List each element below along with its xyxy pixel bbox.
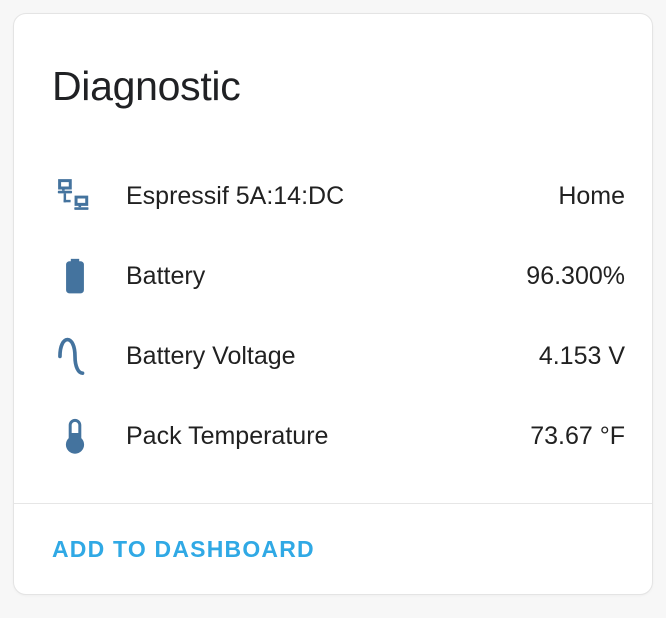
diagnostic-card: Diagnostic Espressif 5A:14:DC Home — [13, 13, 653, 595]
diagnostic-row-list: Espressif 5A:14:DC Home Battery 96.300% … — [14, 156, 652, 476]
list-item[interactable]: Espressif 5A:14:DC Home — [14, 156, 652, 236]
card-actions: ADD TO DASHBOARD — [14, 504, 652, 594]
list-item-label: Espressif 5A:14:DC — [126, 181, 345, 210]
list-item-value: 4.153 V — [538, 341, 625, 370]
list-item-label: Battery Voltage — [126, 341, 296, 370]
list-item-label: Pack Temperature — [126, 421, 329, 450]
list-item[interactable]: Battery 96.300% — [14, 236, 652, 316]
list-item[interactable]: Pack Temperature 73.67 °F — [14, 396, 652, 476]
list-item[interactable]: Battery Voltage 4.153 V — [14, 316, 652, 396]
list-item-value: 73.67 °F — [530, 421, 625, 450]
sine-wave-icon — [52, 333, 98, 379]
add-to-dashboard-button[interactable]: ADD TO DASHBOARD — [42, 530, 325, 569]
list-item-value: 96.300% — [526, 261, 625, 290]
list-item-value: Home — [558, 181, 625, 210]
page-title: Diagnostic — [52, 63, 241, 109]
thermometer-icon — [52, 413, 98, 459]
battery-icon — [52, 253, 98, 299]
list-item-label: Battery — [126, 261, 206, 290]
lan-network-icon — [52, 173, 98, 219]
card-divider — [14, 503, 652, 504]
